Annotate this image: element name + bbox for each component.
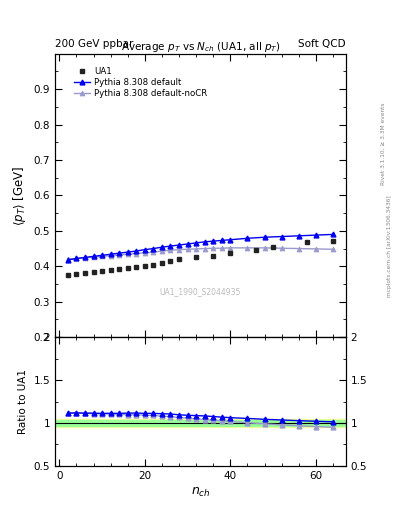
Text: mcplots.cern.ch [arXiv:1306.3436]: mcplots.cern.ch [arXiv:1306.3436] — [387, 195, 391, 296]
Y-axis label: $\langle p_T \rangle$ [GeV]: $\langle p_T \rangle$ [GeV] — [11, 165, 28, 226]
Text: Rivet 3.1.10, ≥ 3.3M events: Rivet 3.1.10, ≥ 3.3M events — [381, 102, 386, 185]
X-axis label: $n_{ch}$: $n_{ch}$ — [191, 486, 210, 499]
Bar — [55, 420, 346, 425]
Title: Average $p_T$ vs $N_{ch}$ (UA1, all $p_T$): Average $p_T$ vs $N_{ch}$ (UA1, all $p_T… — [121, 39, 280, 54]
Text: 200 GeV ppbar: 200 GeV ppbar — [55, 38, 133, 49]
Legend: UA1, Pythia 8.308 default, Pythia 8.308 default-noCR: UA1, Pythia 8.308 default, Pythia 8.308 … — [71, 63, 211, 102]
Y-axis label: Ratio to UA1: Ratio to UA1 — [18, 369, 28, 434]
Bar — [55, 419, 346, 428]
Text: UA1_1990_S2044935: UA1_1990_S2044935 — [160, 287, 241, 296]
Text: Soft QCD: Soft QCD — [298, 38, 346, 49]
